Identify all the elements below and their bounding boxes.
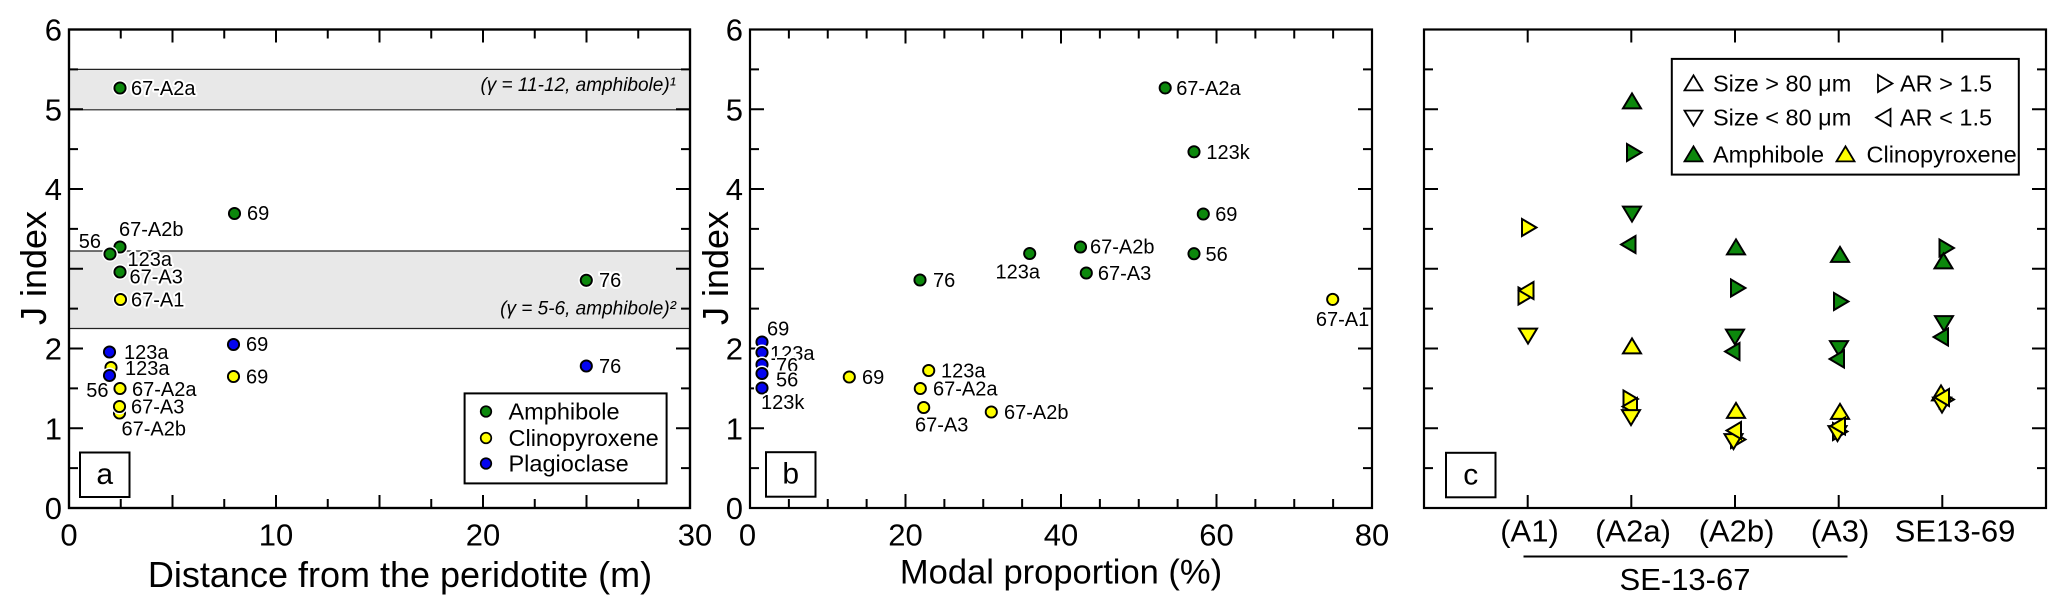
svg-text:67-A2b: 67-A2b (119, 219, 184, 241)
svg-text:60: 60 (1199, 518, 1233, 553)
svg-text:67-A2a: 67-A2a (131, 78, 196, 100)
svg-text:AR < 1.5: AR < 1.5 (1900, 105, 1992, 131)
svg-text:5: 5 (45, 92, 62, 127)
svg-text:6: 6 (726, 13, 743, 48)
svg-text:30: 30 (678, 518, 712, 553)
svg-text:123a: 123a (125, 358, 170, 380)
svg-text:J index: J index (695, 211, 736, 325)
svg-text:5: 5 (726, 92, 743, 127)
svg-text:56: 56 (1206, 244, 1228, 266)
svg-text:69: 69 (246, 367, 268, 389)
svg-text:69: 69 (247, 203, 269, 225)
svg-text:c: c (1463, 458, 1478, 491)
svg-text:Plagioclase: Plagioclase (509, 451, 629, 477)
svg-text:b: b (782, 458, 799, 491)
svg-text:69: 69 (767, 319, 789, 341)
svg-text:56: 56 (776, 370, 798, 392)
svg-text:76: 76 (599, 270, 621, 292)
svg-text:10: 10 (259, 518, 293, 553)
svg-text:Amphibole: Amphibole (509, 399, 620, 425)
svg-text:123a: 123a (941, 361, 986, 383)
svg-text:J index: J index (13, 211, 54, 325)
svg-text:123a: 123a (128, 249, 173, 271)
svg-text:76: 76 (776, 355, 798, 377)
svg-text:Clinopyroxene: Clinopyroxene (1867, 142, 2017, 168)
svg-text:(γ = 11-12, amphibole)¹: (γ = 11-12, amphibole)¹ (480, 75, 676, 96)
svg-text:4: 4 (726, 172, 743, 207)
svg-text:Clinopyroxene: Clinopyroxene (509, 425, 659, 451)
svg-text:67-A2b: 67-A2b (1004, 402, 1069, 424)
svg-text:0: 0 (45, 491, 62, 526)
svg-text:0: 0 (739, 518, 756, 553)
svg-text:80: 80 (1355, 518, 1389, 553)
svg-text:Size < 80 μm: Size < 80 μm (1713, 105, 1851, 131)
svg-text:67-A3: 67-A3 (131, 397, 184, 419)
svg-text:(A3): (A3) (1811, 514, 1870, 549)
svg-text:76: 76 (599, 356, 621, 378)
svg-text:1: 1 (45, 411, 62, 446)
svg-text:a: a (96, 458, 113, 491)
svg-text:67-A2b: 67-A2b (1090, 237, 1155, 259)
svg-text:56: 56 (86, 380, 108, 402)
svg-text:67-A2a: 67-A2a (1176, 78, 1241, 100)
svg-text:69: 69 (246, 334, 268, 356)
svg-text:123a: 123a (124, 342, 169, 364)
svg-text:123k: 123k (761, 392, 805, 414)
svg-text:20: 20 (466, 518, 500, 553)
svg-text:(A2b): (A2b) (1699, 514, 1775, 549)
svg-text:76: 76 (933, 270, 955, 292)
svg-text:123a: 123a (770, 343, 815, 365)
svg-text:Distance from the peridotite (: Distance from the peridotite (m) (148, 554, 652, 595)
svg-text:67-A1: 67-A1 (131, 290, 184, 312)
svg-text:Modal proportion (%): Modal proportion (%) (900, 554, 1222, 592)
svg-text:67-A2a: 67-A2a (132, 379, 197, 401)
svg-text:Amphibole: Amphibole (1713, 142, 1824, 168)
svg-text:0: 0 (60, 518, 77, 553)
svg-text:6: 6 (45, 13, 62, 48)
svg-text:67-A3: 67-A3 (915, 415, 968, 437)
svg-text:40: 40 (1044, 518, 1078, 553)
svg-text:0: 0 (726, 491, 743, 526)
svg-text:67-A3: 67-A3 (130, 267, 183, 289)
svg-text:AR > 1.5: AR > 1.5 (1900, 71, 1992, 97)
svg-text:SE13-69: SE13-69 (1895, 514, 2016, 549)
svg-text:2: 2 (726, 332, 743, 367)
svg-text:4: 4 (45, 172, 62, 207)
svg-text:67-A3: 67-A3 (1098, 263, 1151, 285)
svg-text:20: 20 (888, 518, 922, 553)
svg-text:(γ = 5-6, amphibole)²: (γ = 5-6, amphibole)² (500, 299, 676, 320)
svg-text:69: 69 (1215, 204, 1237, 226)
svg-text:123a: 123a (996, 262, 1041, 284)
svg-text:67-A1: 67-A1 (1316, 309, 1369, 331)
svg-text:69: 69 (862, 367, 884, 389)
svg-text:SE-13-67: SE-13-67 (1620, 562, 1751, 597)
svg-text:1: 1 (726, 411, 743, 446)
svg-text:67-A2b: 67-A2b (122, 419, 187, 441)
svg-text:(A2a): (A2a) (1595, 514, 1671, 549)
svg-text:123k: 123k (1206, 142, 1250, 164)
svg-text:2: 2 (45, 332, 62, 367)
svg-text:Size > 80 μm: Size > 80 μm (1713, 71, 1851, 97)
svg-text:56: 56 (79, 231, 101, 253)
svg-text:(A1): (A1) (1500, 514, 1559, 549)
svg-text:67-A2a: 67-A2a (933, 379, 998, 401)
